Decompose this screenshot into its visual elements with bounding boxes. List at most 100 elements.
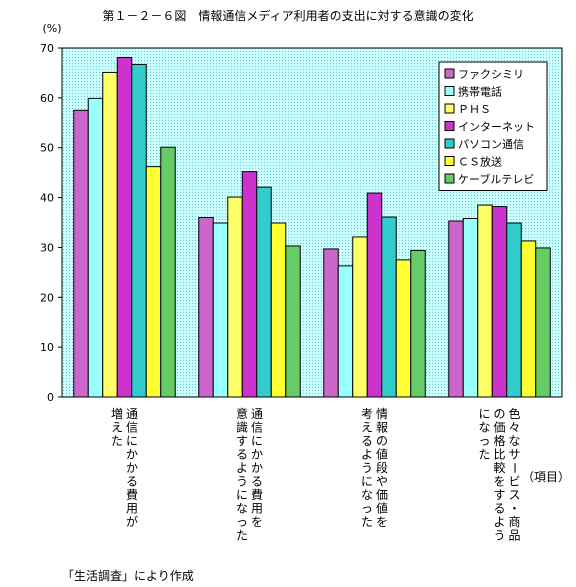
bar	[506, 222, 522, 398]
category-label-char: ー	[508, 462, 522, 474]
bar	[410, 249, 426, 398]
y-tick-label: 30	[40, 241, 54, 254]
category-label-char: 通	[126, 407, 138, 421]
category-label-char: か	[251, 461, 263, 475]
category-label-char: が	[126, 514, 138, 529]
category-label-char: 価	[376, 488, 388, 502]
y-tick-label: 40	[40, 192, 54, 205]
y-tick-label: 60	[40, 92, 54, 105]
bar	[270, 222, 287, 398]
legend-swatch	[444, 121, 455, 131]
category-label-char: に	[126, 434, 138, 448]
category-label-char: を	[493, 475, 505, 489]
category-label-char: ビ	[508, 475, 520, 489]
bar	[131, 63, 147, 398]
category-label-char: や	[376, 475, 388, 489]
bar	[366, 192, 383, 398]
bar	[337, 265, 354, 398]
category-label-char: た	[478, 448, 490, 462]
category-label-char: る	[126, 475, 138, 489]
legend-entry-label: 携帯電話	[458, 85, 502, 99]
category-label-char: え	[111, 421, 123, 435]
category-label-char: に	[236, 488, 248, 502]
category-label-char: 識	[236, 421, 248, 435]
bar	[116, 56, 133, 398]
y-axis: 0 10 20 30 40 50 60 70	[40, 42, 62, 404]
category-label-char: な	[478, 421, 490, 435]
category-label-char: 信	[251, 421, 263, 435]
category-label-char: え	[361, 421, 373, 435]
bar	[520, 240, 537, 398]
category-label-char: サ	[508, 448, 520, 462]
category-label-char: ス	[508, 488, 520, 502]
category-label-char: う	[493, 529, 505, 543]
category-label-char: よ	[361, 448, 373, 462]
bar	[462, 218, 479, 398]
category-label-char: 費	[126, 487, 138, 502]
legend-swatch	[444, 103, 455, 114]
category-label-char: な	[236, 502, 248, 516]
legend-entry-label: ＰＨＳ	[458, 103, 491, 116]
bar	[285, 245, 301, 398]
category-label-char: の	[376, 434, 388, 448]
y-tick-label: 50	[40, 142, 54, 155]
source-note: 「生活調査」により作成	[62, 569, 194, 583]
category-label-char: る	[251, 475, 263, 489]
chart-title: 第１－２－６図 情報通信メディア利用者の支出に対する意識の変化	[102, 8, 473, 23]
bar	[227, 196, 243, 398]
legend-box	[438, 61, 548, 191]
category-label-char: か	[251, 448, 263, 462]
category-label-char: 通	[251, 407, 263, 421]
category-label-char: 用	[251, 502, 263, 516]
category-label-char: る	[236, 448, 248, 462]
category-label-char: の	[493, 407, 505, 421]
category-label-char: る	[493, 502, 505, 516]
category-label-char: た	[361, 515, 373, 529]
category-label-char: 増	[111, 407, 123, 421]
category-label-char: 段	[376, 460, 388, 475]
category-label-char: す	[493, 488, 505, 502]
legend-entry-label: ケーブルテレビ	[458, 172, 534, 186]
bar	[73, 109, 89, 398]
category-label-char: な	[361, 488, 373, 502]
legend-entry-label: ファクシミリ	[458, 68, 524, 81]
category-label-char: な	[508, 434, 520, 448]
category-label-char: 商	[508, 514, 520, 529]
category-label-char: 意	[236, 406, 248, 421]
bar	[477, 204, 493, 398]
category-label-char: に	[478, 407, 490, 421]
category-label-char: か	[126, 461, 138, 475]
bar	[535, 247, 551, 398]
bar	[87, 97, 104, 398]
category-label-char: 値	[376, 447, 388, 462]
bar	[160, 146, 176, 398]
category-label-char: た	[236, 529, 248, 543]
category-label-char: う	[236, 475, 248, 489]
bar	[241, 171, 258, 398]
category-label-char: を	[251, 515, 263, 529]
x-axis-label: （項目）	[522, 470, 570, 484]
bar	[381, 216, 397, 398]
bar	[256, 186, 272, 398]
category-label-char: っ	[478, 434, 490, 448]
bar	[395, 259, 412, 398]
category-label-char: う	[361, 461, 373, 475]
y-tick-label: 10	[40, 341, 54, 354]
bar	[491, 206, 508, 398]
legend-swatch	[444, 173, 455, 184]
category-label-char: よ	[493, 515, 505, 529]
category-label-char: 考	[361, 407, 373, 421]
category-label-char: っ	[236, 515, 248, 529]
category-label-char: る	[361, 434, 373, 448]
bar-series-group	[73, 56, 551, 398]
legend-swatch	[444, 68, 455, 79]
legend-swatch	[444, 86, 455, 96]
legend-swatch	[444, 156, 455, 166]
bar	[198, 217, 214, 398]
bar	[212, 222, 229, 398]
x-axis-category-labels: 通信にかかる費用が増えた通信にかかる費用を意識するようになった情報の値段や価値を…	[111, 406, 522, 543]
bar	[102, 71, 118, 398]
